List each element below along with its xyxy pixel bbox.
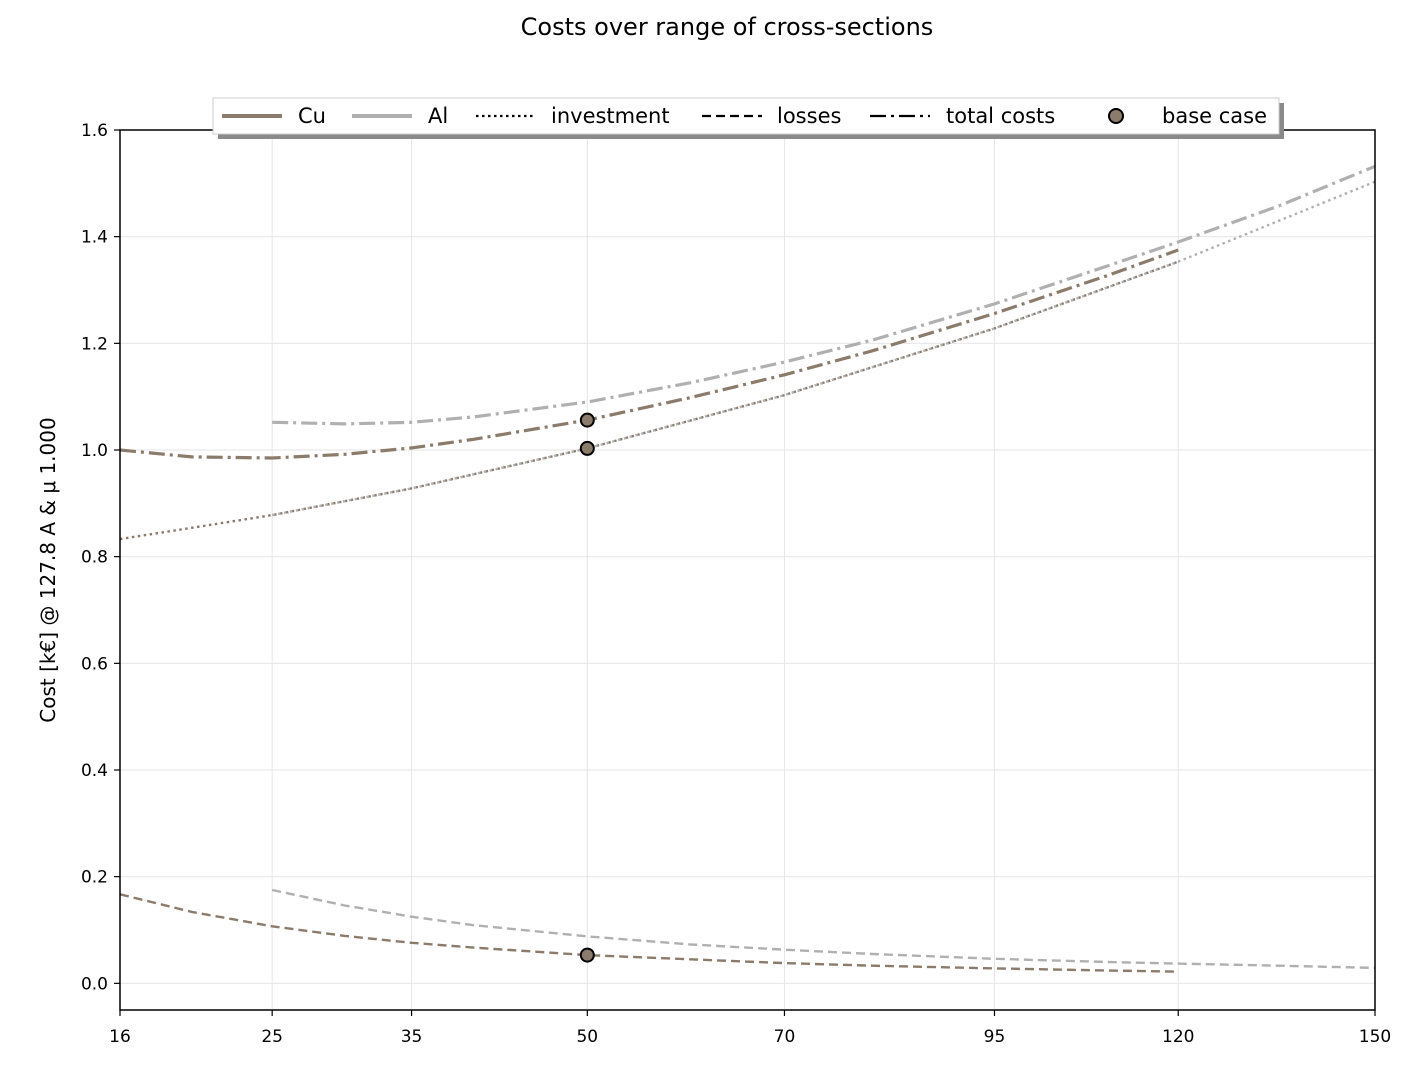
x-tick-label: 150 — [1359, 1027, 1391, 1047]
y-tick-label: 1.0 — [81, 441, 108, 461]
x-tick-label: 50 — [576, 1027, 598, 1047]
y-tick-label: 0.8 — [81, 548, 108, 568]
legend-handle-base-case — [1108, 108, 1124, 124]
legend-label: Cu — [298, 104, 326, 128]
series-layer — [119, 164, 1376, 973]
base-case-marker — [579, 440, 595, 456]
cu-total-costs-line — [119, 248, 1179, 460]
y-tick-label: 0.2 — [81, 868, 108, 888]
legend-label: investment — [551, 104, 670, 128]
cu-investment-line — [119, 260, 1179, 541]
legend-label: Al — [428, 104, 448, 128]
legend-label: losses — [777, 104, 841, 128]
al-investment-line — [271, 180, 1376, 517]
y-tick-label: 1.2 — [81, 334, 108, 354]
x-tick-label: 25 — [261, 1027, 283, 1047]
y-tick-label: 0.6 — [81, 654, 108, 674]
base-case-markers — [579, 412, 595, 963]
base-case-marker — [579, 947, 595, 963]
y-axis: 0.0 0.2 0.4 0.6 0.8 1.0 1.2 1.4 1.6 — [81, 121, 120, 994]
y-tick-label: 0.0 — [81, 974, 108, 994]
base-case-marker — [579, 412, 595, 428]
x-tick-label: 35 — [401, 1027, 423, 1047]
legend: Cu Al investment losses total costs base case — [212, 97, 1284, 139]
y-axis-label: Cost [k€] @ 127.8 A & μ 1.000 — [36, 417, 60, 722]
legend-label: base case — [1162, 104, 1267, 128]
x-tick-label: 95 — [984, 1027, 1006, 1047]
x-tick-label: 16 — [109, 1027, 131, 1047]
y-tick-label: 1.6 — [81, 121, 108, 141]
grid — [119, 129, 1376, 1010]
cu-losses-line — [119, 893, 1179, 973]
y-tick-label: 1.4 — [81, 228, 108, 248]
x-axis: 16 25 35 50 70 95 120 150 — [109, 1010, 1391, 1047]
chart-title: Costs over range of cross-sections — [521, 13, 934, 41]
al-losses-line — [271, 888, 1376, 970]
x-tick-label: 70 — [774, 1027, 796, 1047]
y-tick-label: 0.4 — [81, 761, 108, 781]
al-total-costs-line — [272, 164, 1376, 426]
legend-label: total costs — [946, 104, 1055, 128]
plot-frame — [119, 129, 1376, 1011]
x-tick-label: 120 — [1162, 1027, 1194, 1047]
